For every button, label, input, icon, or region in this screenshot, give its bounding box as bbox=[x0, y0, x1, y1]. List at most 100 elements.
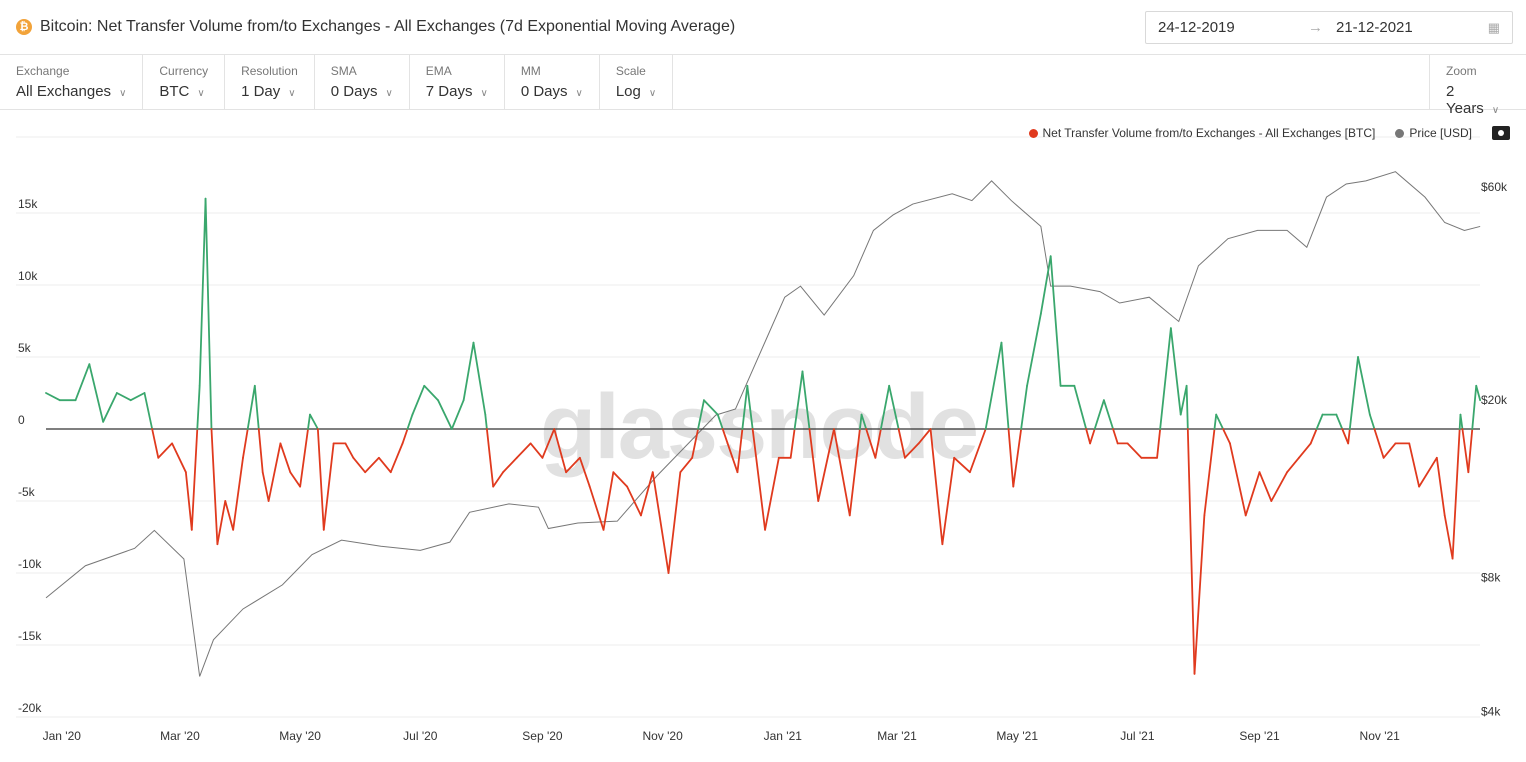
net-volume-segment bbox=[1315, 413, 1324, 430]
net-volume-segment bbox=[389, 442, 404, 474]
left-axis-tick-label: 0 bbox=[18, 413, 25, 427]
net-volume-segment bbox=[1471, 384, 1478, 430]
net-volume-segment bbox=[378, 456, 392, 474]
net-volume-segment bbox=[1335, 413, 1344, 430]
date-from[interactable]: 24-12-2019 bbox=[1158, 19, 1235, 36]
net-volume-segment bbox=[1270, 471, 1288, 502]
net-volume-segment bbox=[1467, 428, 1474, 474]
net-volume-segment bbox=[697, 399, 705, 430]
net-volume-segment bbox=[1461, 428, 1470, 474]
net-volume-segment bbox=[462, 341, 475, 402]
net-volume-segment bbox=[204, 197, 213, 430]
x-axis-tick-label: Jan '21 bbox=[764, 729, 803, 743]
net-volume-segment bbox=[640, 471, 654, 517]
x-axis-tick-label: Jul '20 bbox=[403, 729, 438, 743]
net-volume-segment bbox=[897, 428, 906, 459]
net-volume-segment bbox=[1185, 384, 1189, 430]
net-volume-segment bbox=[196, 384, 201, 430]
net-volume-segment bbox=[216, 500, 227, 546]
date-range-picker[interactable]: 24-12-2019 → 21-12-2021 ▦ bbox=[1145, 11, 1513, 44]
chevron-down-icon: ∨ bbox=[385, 88, 393, 99]
net-volume-segment bbox=[171, 442, 187, 474]
net-volume-segment bbox=[1373, 428, 1385, 459]
net-volume-segment bbox=[1475, 384, 1482, 402]
net-volume-segment bbox=[1408, 442, 1420, 488]
dropdown-value: All Exchanges bbox=[16, 83, 112, 100]
dropdown-value: 0 Days bbox=[520, 83, 568, 100]
net-volume-segment bbox=[1156, 428, 1162, 459]
net-volume-segment bbox=[267, 442, 282, 502]
net-volume-segment bbox=[1020, 384, 1028, 430]
net-volume-segment bbox=[210, 428, 219, 546]
dropdown-value: 0 Days bbox=[330, 83, 378, 100]
net-volume-segment bbox=[184, 471, 193, 531]
dropdown-value: 1 Day bbox=[241, 83, 281, 100]
net-volume-segment bbox=[1169, 327, 1182, 416]
legend-dot bbox=[1028, 128, 1038, 138]
net-volume-segment bbox=[1435, 456, 1446, 517]
right-axis-tick-label: $4k bbox=[1481, 705, 1501, 719]
x-axis-tick-label: Mar '20 bbox=[160, 729, 200, 743]
zoom-dropdown[interactable]: Zoom 2 Years ∨ bbox=[1429, 55, 1526, 117]
net-volume-segment bbox=[190, 428, 199, 531]
chart-header: ₿ Bitcoin: Net Transfer Volume from/to E… bbox=[0, 0, 1526, 55]
camera-icon[interactable] bbox=[1492, 126, 1510, 140]
dropdown-value: 7 Days bbox=[425, 83, 473, 100]
net-volume-segment bbox=[1347, 428, 1351, 445]
net-volume-segment bbox=[865, 428, 877, 459]
net-volume-segment bbox=[716, 413, 724, 430]
dropdown-label: Currency bbox=[159, 64, 209, 78]
chevron-down-icon: ∨ bbox=[648, 88, 657, 99]
x-axis-tick-label: Jan '20 bbox=[43, 729, 82, 743]
chevron-down-icon: ∨ bbox=[575, 88, 583, 99]
legend: Net Transfer Volume from/to Exchanges - … bbox=[1009, 126, 1472, 140]
right-axis-tick-label: $60k bbox=[1481, 180, 1508, 194]
legend-item-net-volume[interactable]: Net Transfer Volume from/to Exchanges - … bbox=[1028, 126, 1375, 140]
net-volume-segment bbox=[969, 428, 987, 474]
net-volume-segment bbox=[1007, 428, 1015, 488]
net-volume-segment bbox=[515, 442, 532, 459]
date-to[interactable]: 21-12-2021 bbox=[1336, 19, 1413, 36]
net-volume-segment bbox=[411, 384, 426, 416]
net-volume-segment bbox=[736, 428, 744, 474]
x-axis-tick-label: Jul '21 bbox=[1120, 729, 1155, 743]
net-volume-segment bbox=[929, 428, 944, 546]
net-volume-segment bbox=[352, 456, 367, 474]
net-volume-segment bbox=[224, 500, 235, 531]
dropdown-label: SMA bbox=[330, 64, 357, 78]
net-volume-segment bbox=[1126, 442, 1143, 459]
net-volume-segment bbox=[364, 456, 380, 474]
net-volume-segment bbox=[888, 384, 900, 430]
exchange-dropdown[interactable]: Exchange All Exchanges ∨ bbox=[0, 55, 144, 109]
left-axis-tick-label: -10k bbox=[18, 557, 42, 571]
price-line bbox=[45, 171, 1481, 677]
left-axis-tick-label: 5k bbox=[18, 341, 32, 355]
ema-dropdown[interactable]: EMA 7 Days ∨ bbox=[410, 55, 505, 109]
net-volume-segment bbox=[764, 456, 780, 531]
net-volume-segment bbox=[198, 197, 207, 387]
mm-dropdown[interactable]: MM 0 Days ∨ bbox=[505, 55, 600, 109]
toolbar: Exchange All Exchanges ∨ Currency BTC ∨ Reso… bbox=[0, 55, 1526, 117]
left-axis-tick-label: 15k bbox=[18, 197, 38, 211]
sma-dropdown[interactable]: SMA 0 Days ∨ bbox=[315, 55, 410, 109]
net-volume-segment bbox=[1222, 428, 1231, 445]
legend-item-price[interactable]: Price [USD] bbox=[1395, 126, 1472, 140]
net-volume-segment bbox=[1229, 442, 1247, 517]
net-volume-segment bbox=[1286, 456, 1300, 474]
scale-dropdown[interactable]: Scale Log ∨ bbox=[600, 55, 674, 109]
dropdown-value: Log bbox=[615, 83, 641, 100]
net-volume-segment bbox=[858, 413, 863, 430]
net-volume-segment bbox=[1258, 471, 1273, 502]
resolution-dropdown[interactable]: Resolution 1 Day ∨ bbox=[225, 55, 315, 109]
net-volume-segment bbox=[904, 442, 920, 459]
net-volume-segment bbox=[502, 456, 518, 474]
net-volume-segment bbox=[1357, 356, 1371, 416]
dropdown-label: Exchange bbox=[16, 64, 70, 78]
calendar-icon[interactable]: ▦ bbox=[1487, 19, 1500, 35]
net-volume-segment bbox=[529, 442, 544, 459]
net-volume-segment bbox=[1039, 255, 1052, 315]
net-volume-segment bbox=[253, 384, 260, 430]
net-volume-segment bbox=[261, 471, 270, 502]
currency-dropdown[interactable]: Currency BTC ∨ bbox=[143, 55, 226, 109]
net-volume-segment bbox=[817, 428, 835, 502]
